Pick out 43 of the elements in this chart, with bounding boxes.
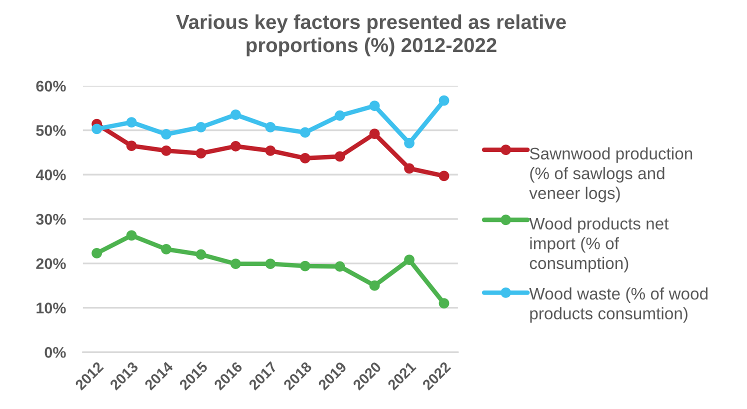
point [369,128,380,140]
point [196,249,206,260]
point [334,151,346,162]
point [404,138,415,148]
y-tick-label: 40% [36,170,66,180]
point [92,124,102,134]
point [265,258,276,270]
y-tick-label: 30% [36,214,66,225]
point [126,140,137,152]
point [230,110,241,120]
point [230,258,241,270]
point [404,163,415,174]
point [196,122,206,132]
point [334,110,346,121]
point [438,170,450,182]
point [230,141,241,152]
point [126,230,137,241]
point [265,145,276,156]
point [438,298,450,309]
chart-title: Various key factors presented as relative proportions (%) 2012-2022 [176,14,566,56]
point [161,244,172,254]
y-tick-label: 20% [36,258,66,270]
legend-label: Sawnwood production (% of sawlogs and veneer logs) [529,147,692,202]
point [438,95,450,106]
point [161,129,172,140]
point [126,117,137,128]
legend-label: Wood products net import (% of consumption) [529,217,669,272]
point [196,148,206,159]
point [300,153,310,164]
point [404,254,415,266]
point [92,248,102,258]
point [300,260,310,272]
y-tick-label: 0% [44,347,66,358]
point [265,122,276,132]
y-tick-label: 60% [36,80,66,92]
point [300,127,310,138]
legend-label: Wood waste (% of wood products consumtion) [529,287,708,323]
y-tick-label: 50% [36,125,66,136]
y-tick-label: 10% [36,302,66,314]
point [369,280,380,291]
point [369,100,380,112]
point [334,261,346,272]
point [161,145,172,156]
